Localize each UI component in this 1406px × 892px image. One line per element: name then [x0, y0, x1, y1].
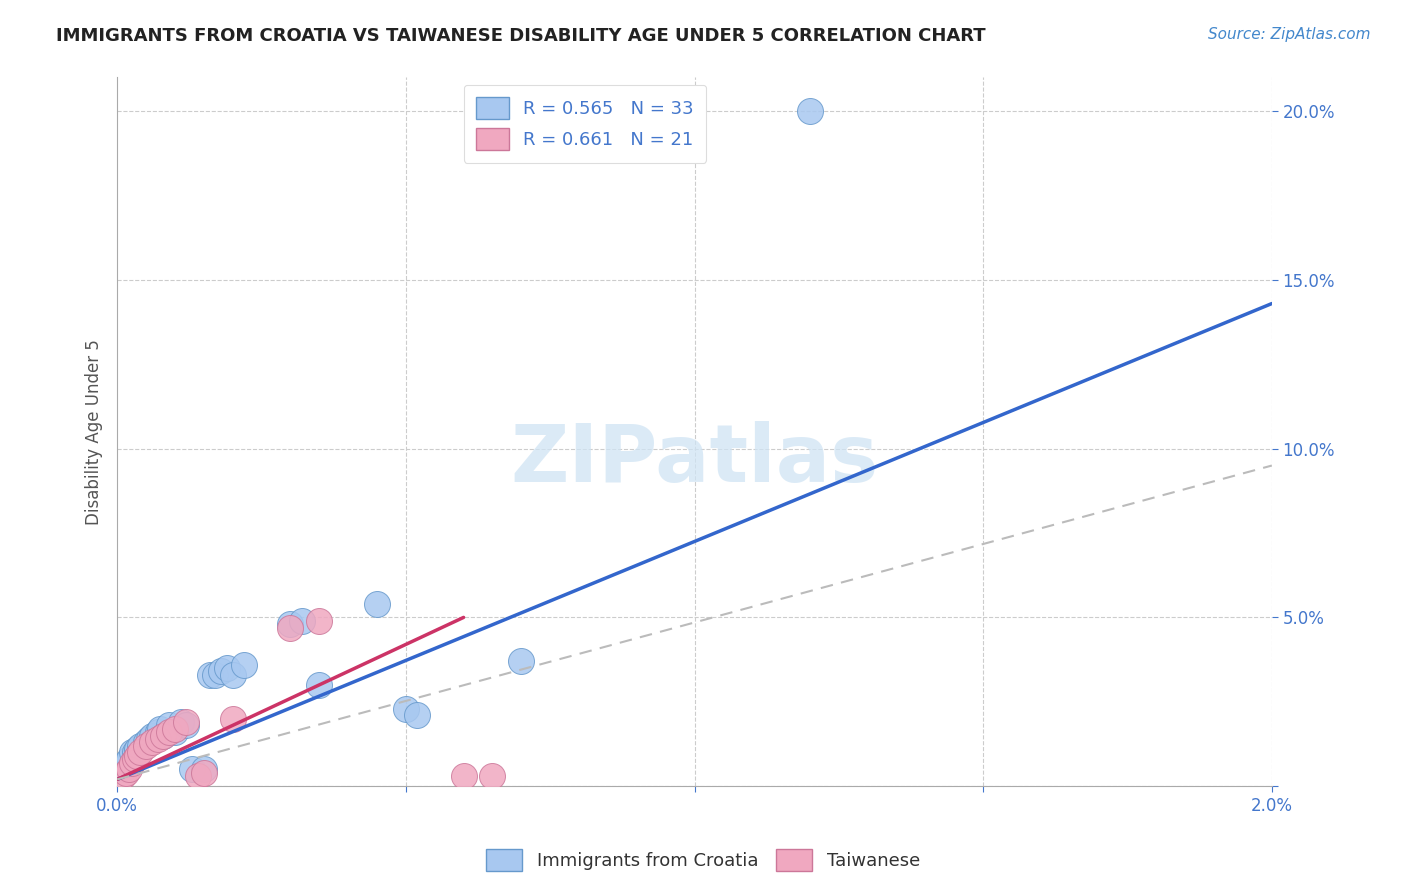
- Point: [157, 725, 180, 739]
- Point: [121, 745, 143, 759]
- Point: [138, 731, 160, 746]
- Point: [118, 762, 141, 776]
- Point: [215, 661, 238, 675]
- Text: Source: ZipAtlas.com: Source: ZipAtlas.com: [1208, 27, 1371, 42]
- Point: [176, 714, 198, 729]
- Point: [453, 769, 475, 783]
- Point: [291, 614, 314, 628]
- Point: [209, 665, 232, 679]
- Point: [170, 714, 193, 729]
- Point: [280, 617, 302, 632]
- Point: [146, 725, 169, 739]
- Point: [157, 718, 180, 732]
- Point: [280, 621, 302, 635]
- Point: [152, 729, 174, 743]
- Point: [111, 769, 134, 783]
- Point: [187, 769, 209, 783]
- Point: [127, 748, 149, 763]
- Point: [124, 752, 146, 766]
- Point: [510, 654, 533, 668]
- Point: [198, 667, 221, 681]
- Point: [141, 735, 163, 749]
- Point: [127, 742, 149, 756]
- Point: [193, 765, 215, 780]
- Point: [129, 739, 152, 753]
- Point: [366, 597, 388, 611]
- Point: [181, 762, 204, 776]
- Point: [118, 752, 141, 766]
- Point: [204, 667, 226, 681]
- Point: [111, 762, 134, 776]
- Legend: R = 0.565   N = 33, R = 0.661   N = 21: R = 0.565 N = 33, R = 0.661 N = 21: [464, 85, 706, 163]
- Text: IMMIGRANTS FROM CROATIA VS TAIWANESE DISABILITY AGE UNDER 5 CORRELATION CHART: IMMIGRANTS FROM CROATIA VS TAIWANESE DIS…: [56, 27, 986, 45]
- Point: [233, 657, 256, 672]
- Y-axis label: Disability Age Under 5: Disability Age Under 5: [86, 339, 103, 524]
- Point: [149, 722, 172, 736]
- Point: [308, 678, 330, 692]
- Point: [152, 729, 174, 743]
- Point: [129, 745, 152, 759]
- Point: [221, 712, 243, 726]
- Point: [799, 104, 821, 119]
- Point: [163, 725, 186, 739]
- Point: [135, 735, 157, 749]
- Point: [406, 708, 429, 723]
- Point: [308, 614, 330, 628]
- Legend: Immigrants from Croatia, Taiwanese: Immigrants from Croatia, Taiwanese: [479, 842, 927, 879]
- Point: [176, 718, 198, 732]
- Point: [193, 762, 215, 776]
- Point: [115, 756, 138, 770]
- Point: [135, 739, 157, 753]
- Point: [163, 722, 186, 736]
- Point: [481, 769, 503, 783]
- Point: [124, 745, 146, 759]
- Point: [115, 765, 138, 780]
- Point: [221, 667, 243, 681]
- Text: ZIPatlas: ZIPatlas: [510, 421, 879, 500]
- Point: [121, 756, 143, 770]
- Point: [141, 729, 163, 743]
- Point: [146, 731, 169, 746]
- Point: [395, 701, 418, 715]
